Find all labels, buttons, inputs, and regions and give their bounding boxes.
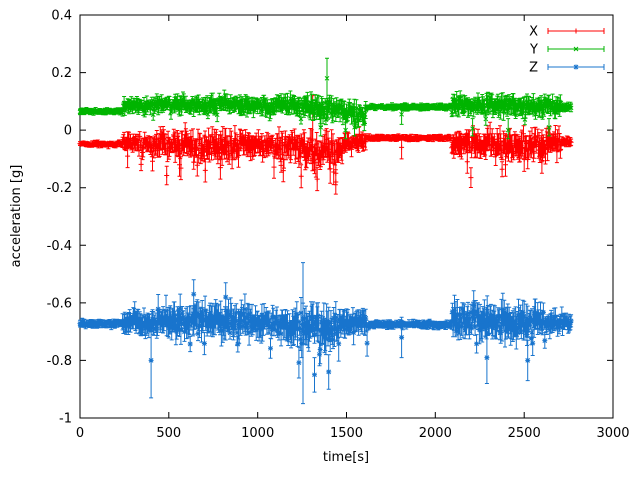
legend-entry-Y-label: Y (529, 43, 538, 58)
y-axis-label: acceleration [g] (9, 165, 24, 268)
x-tick-label: 500 (156, 426, 181, 441)
legend: XYZ (529, 25, 605, 76)
series-X (77, 95, 574, 195)
y-tick-label: -0.6 (47, 296, 72, 311)
chart-generated-content: 0 500 1000 1500 2000 2500 3000 -1 -0.8 -0.6 -0.4 -0… (47, 9, 630, 442)
y-tick-label: 0.2 (51, 66, 72, 81)
plot-border (79, 14, 614, 419)
legend-entry-Z-label: Z (529, 61, 538, 76)
series-Y (77, 57, 574, 140)
x-tick-label: 0 (76, 426, 84, 441)
y-tick-label: -0.2 (47, 181, 72, 196)
x-tick-label: 1500 (330, 426, 363, 441)
series-Y-errorbars (78, 57, 574, 140)
series-Y-markers (77, 75, 574, 133)
x-tick-label: 2000 (419, 426, 452, 441)
series-X-markers (77, 110, 574, 185)
y-tick-label: -0.4 (47, 239, 72, 254)
x-axis-label: time[s] (323, 450, 369, 465)
legend-entry-Z-sample (547, 64, 605, 70)
legend-entry-Y-sample (547, 46, 605, 52)
y-tick-label: -1 (59, 412, 72, 427)
y-tick-label: 0 (64, 124, 72, 139)
series-Z-markers (77, 291, 574, 378)
axes: 0 500 1000 1500 2000 2500 3000 -1 -0.8 -0.6 -0.4 -0… (47, 9, 630, 442)
series-Z (77, 262, 574, 405)
x-tick-label: 2500 (508, 426, 541, 441)
y-tick-label: -0.8 (47, 354, 72, 369)
x-tick-label: 1000 (241, 426, 274, 441)
y-tick-label: 0.4 (51, 9, 72, 24)
x-tick-label: 3000 (596, 426, 629, 441)
legend-entry-X-sample (547, 28, 605, 34)
legend-entry-X-label: X (529, 25, 538, 40)
